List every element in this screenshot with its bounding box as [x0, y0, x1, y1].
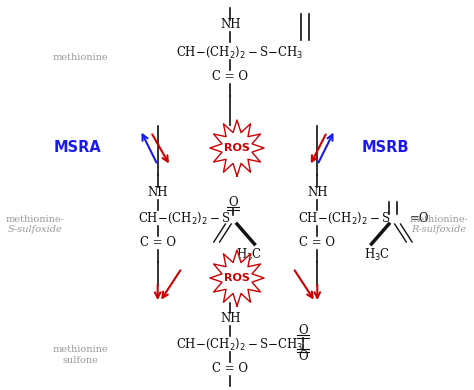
Text: methionine-: methionine- [5, 216, 64, 225]
Text: CH$-$(CH$_2)_2-$S: CH$-$(CH$_2)_2-$S [138, 210, 231, 225]
Text: R-sulfoxide: R-sulfoxide [411, 225, 467, 234]
Text: ROS: ROS [224, 143, 250, 153]
Text: methionine
sulfone: methionine sulfone [53, 345, 108, 365]
Text: methionine: methionine [53, 53, 108, 62]
Polygon shape [210, 250, 264, 306]
Text: CH$-$(CH$_2)_2-$S: CH$-$(CH$_2)_2-$S [298, 210, 391, 225]
Text: H$_3$C: H$_3$C [236, 247, 262, 263]
Text: C = O: C = O [212, 69, 248, 83]
Text: CH$-$(CH$_2)_2-$S$-$CH$_3$: CH$-$(CH$_2)_2-$S$-$CH$_3$ [176, 44, 303, 60]
Text: O: O [298, 323, 308, 337]
Text: NH: NH [147, 186, 168, 199]
Text: MSRA: MSRA [54, 140, 101, 156]
Text: C = O: C = O [299, 236, 335, 248]
Text: C = O: C = O [140, 236, 176, 248]
Text: NH: NH [220, 18, 240, 30]
Text: H$_3$C: H$_3$C [364, 247, 391, 263]
Text: S-sulfoxide: S-sulfoxide [8, 225, 62, 234]
Text: NH: NH [307, 186, 328, 199]
Text: NH: NH [220, 312, 240, 324]
Text: MSRB: MSRB [361, 140, 409, 156]
Text: O: O [228, 195, 238, 209]
Text: =O: =O [410, 211, 429, 225]
Text: CH$-$(CH$_2)_2-$S$-$CH$_3$: CH$-$(CH$_2)_2-$S$-$CH$_3$ [176, 337, 303, 352]
Text: ROS: ROS [224, 273, 250, 283]
Text: C = O: C = O [212, 362, 248, 374]
Text: methionine-: methionine- [410, 216, 469, 225]
Polygon shape [210, 120, 264, 176]
Text: O: O [298, 349, 308, 362]
